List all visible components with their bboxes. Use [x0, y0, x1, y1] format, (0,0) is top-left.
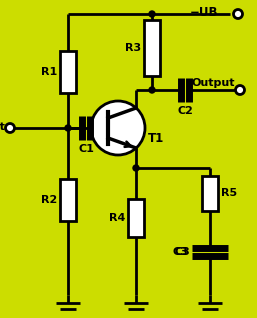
- Text: R5: R5: [221, 189, 237, 198]
- Bar: [202, 176, 218, 211]
- Bar: [144, 20, 160, 76]
- Text: R3: R3: [125, 43, 141, 53]
- Circle shape: [234, 10, 243, 18]
- Text: R2: R2: [41, 195, 57, 205]
- Circle shape: [65, 125, 71, 131]
- Text: C3: C3: [172, 247, 188, 257]
- Text: Input: Input: [0, 122, 5, 132]
- Text: C2: C2: [177, 106, 193, 116]
- Bar: [60, 51, 76, 93]
- Text: C1: C1: [78, 144, 94, 154]
- Circle shape: [133, 165, 139, 171]
- Text: Output: Output: [191, 78, 234, 88]
- Circle shape: [235, 86, 244, 94]
- Circle shape: [149, 11, 155, 17]
- Circle shape: [91, 101, 145, 155]
- Text: C3: C3: [174, 247, 190, 257]
- Bar: [128, 199, 144, 237]
- Circle shape: [5, 123, 14, 133]
- Text: R4: R4: [109, 213, 125, 223]
- Circle shape: [149, 87, 155, 93]
- Text: R1: R1: [41, 67, 57, 77]
- Text: T1: T1: [148, 132, 164, 144]
- Text: −UB: −UB: [189, 6, 218, 19]
- Bar: [60, 179, 76, 221]
